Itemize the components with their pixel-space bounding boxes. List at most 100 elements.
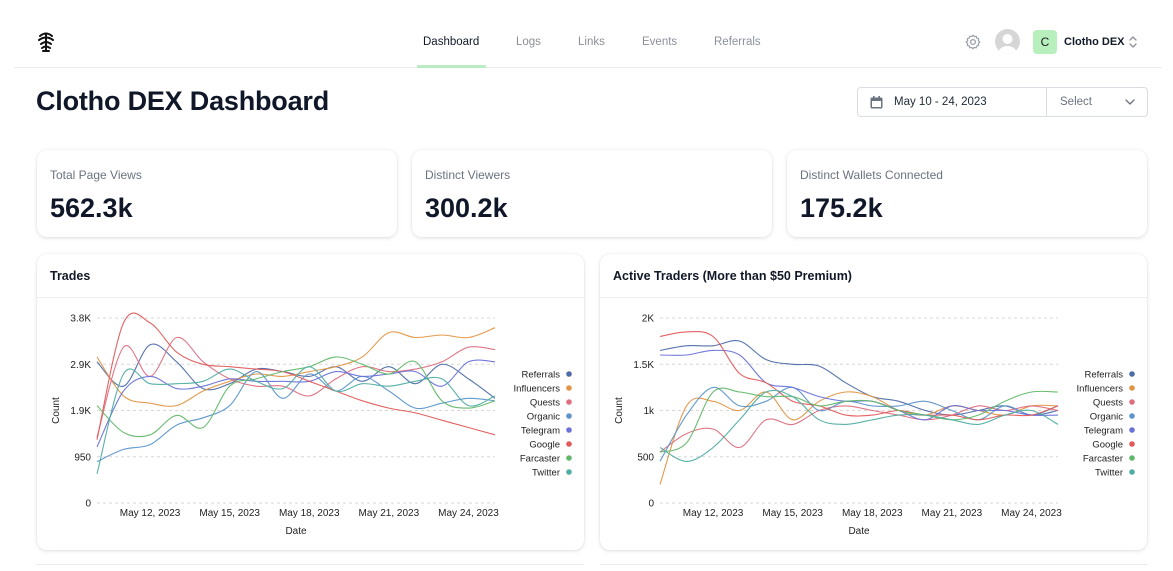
legend-swatch-google (1129, 441, 1135, 447)
y-tick-label: 0 (648, 499, 654, 510)
filter-divider (1046, 88, 1047, 116)
x-tick-label: May 24, 2023 (1001, 508, 1062, 519)
top-navigation-bar: Dashboard Logs Links Events Referrals C … (14, 0, 1162, 68)
legend-label-telegram: Telegram (521, 426, 560, 437)
y-tick-label: 0 (85, 499, 91, 510)
series-line-google (659, 330, 1059, 421)
kpi-value: 300.2k (425, 193, 508, 223)
kpi-value: 562.3k (50, 193, 133, 223)
series-line-telegram (96, 359, 496, 448)
legend-swatch-twitter (1129, 469, 1135, 475)
legend-label-telegram: Telegram (1084, 426, 1123, 437)
user-avatar[interactable] (995, 29, 1020, 54)
legend-swatch-organic (1129, 413, 1135, 419)
chart-title: Trades (50, 269, 91, 283)
legend-label-referrals: Referrals (1084, 370, 1123, 381)
nav-tab-links[interactable]: Links (578, 36, 605, 48)
kpi-label: Total Page Views (50, 168, 142, 182)
x-axis-label: Date (285, 526, 307, 537)
date-range-filter: May 10 - 24, 2023 Select (857, 87, 1148, 117)
x-tick-label: May 15, 2023 (762, 508, 823, 519)
account-switcher-chevrons-icon[interactable] (1128, 35, 1138, 49)
user-silhouette-icon (998, 34, 1017, 54)
series-line-twitter (96, 366, 496, 474)
card-divider (600, 297, 1147, 298)
legend-swatch-telegram (1129, 427, 1135, 433)
legend-label-organic: Organic (1090, 412, 1124, 423)
legend-swatch-twitter (566, 469, 572, 475)
x-axis-label: Date (848, 526, 870, 537)
kpi-value: 175.2k (800, 193, 883, 223)
nav-tab-dashboard[interactable]: Dashboard (423, 36, 480, 48)
nav-tab-referrals[interactable]: Referrals (714, 36, 761, 48)
trades-line-chart: 0 950 1.9K 2.9K 3.8K May 12, 2023 May 15, 2023… (51, 312, 572, 537)
x-tick-label: May 18, 2023 (279, 508, 340, 519)
kpi-card-distinct-wallets: Distinct Wallets Connected 175.2k (787, 150, 1147, 237)
y-tick-label: 2K (642, 314, 655, 325)
series-line-google (96, 312, 496, 440)
chevron-down-icon[interactable] (1125, 98, 1135, 106)
legend-label-twitter: Twitter (532, 468, 560, 479)
legend-label-influencers: Influencers (1077, 384, 1124, 395)
y-tick-label: 500 (637, 452, 654, 463)
legend-swatch-organic (566, 413, 572, 419)
y-tick-label: 1.5K (633, 360, 654, 371)
kpi-card-total-page-views: Total Page Views 562.3k (37, 150, 397, 237)
series-line-organic (659, 386, 1059, 462)
legend-label-google: Google (529, 440, 560, 451)
settings-gear-icon[interactable] (965, 34, 981, 50)
series-line-quests (659, 405, 1059, 453)
legend-label-quests: Quests (1093, 398, 1123, 409)
legend-swatch-farcaster (1129, 455, 1135, 461)
x-tick-label: May 15, 2023 (199, 508, 260, 519)
y-tick-label: 1.9K (70, 406, 91, 417)
legend-swatch-google (566, 441, 572, 447)
legend-label-referrals: Referrals (521, 370, 560, 381)
x-tick-label: May 12, 2023 (120, 508, 181, 519)
legend-swatch-referrals (566, 371, 572, 377)
nav-tab-logs[interactable]: Logs (516, 36, 541, 48)
legend-swatch-referrals (1129, 371, 1135, 377)
legend-swatch-influencers (1129, 385, 1135, 391)
kpi-card-distinct-viewers: Distinct Viewers 300.2k (412, 150, 772, 237)
chart-title: Active Traders (More than $50 Premium) (613, 269, 852, 283)
trades-chart-card: Trades 0 950 1.9K 2.9K 3.8K May 12, 2023 May 1… (37, 254, 584, 550)
y-tick-label: 3.8K (70, 314, 91, 325)
series-line-organic (96, 371, 496, 463)
legend-swatch-telegram (566, 427, 572, 433)
date-range-picker[interactable]: May 10 - 24, 2023 (894, 96, 987, 108)
active-tab-indicator (417, 65, 486, 68)
x-tick-label: May 18, 2023 (842, 508, 903, 519)
series-line-farcaster (96, 356, 496, 438)
legend-label-organic: Organic (527, 412, 561, 423)
main-nav: Dashboard Logs Links Events Referrals (14, 0, 1162, 68)
y-tick-label: 1k (643, 406, 655, 417)
legend-swatch-influencers (566, 385, 572, 391)
nav-tab-events[interactable]: Events (642, 36, 678, 48)
legend-label-influencers: Influencers (514, 384, 561, 395)
series-line-quests (96, 336, 496, 438)
y-tick-label: 2.9K (70, 360, 91, 371)
account-name[interactable]: Clotho DEX (1064, 36, 1125, 48)
page-title: Clotho DEX Dashboard (36, 86, 330, 116)
x-tick-label: May 24, 2023 (438, 508, 499, 519)
legend-label-twitter: Twitter (1095, 468, 1123, 479)
legend-swatch-quests (566, 399, 572, 405)
active-traders-line-chart: 0 500 1k 1.5K 2K May 12, 2023 May 15, 2023 May … (614, 314, 1135, 537)
x-tick-label: May 21, 2023 (359, 508, 420, 519)
y-axis-label: Count (614, 397, 625, 424)
legend-swatch-farcaster (566, 455, 572, 461)
legend-label-quests: Quests (530, 398, 560, 409)
series-line-farcaster (659, 387, 1059, 453)
y-axis-label: Count (51, 397, 62, 424)
legend-swatch-quests (1129, 399, 1135, 405)
kpi-label: Distinct Wallets Connected (800, 168, 943, 182)
account-initial-badge[interactable]: C (1033, 30, 1057, 54)
select-dropdown[interactable]: Select (1060, 96, 1092, 108)
clotho-logo-icon[interactable] (36, 31, 56, 53)
series-line-referrals (96, 343, 496, 399)
calendar-icon (870, 96, 883, 109)
legend-label-farcaster: Farcaster (1083, 454, 1123, 465)
legend-label-farcaster: Farcaster (520, 454, 560, 465)
series-line-twitter (659, 389, 1059, 462)
